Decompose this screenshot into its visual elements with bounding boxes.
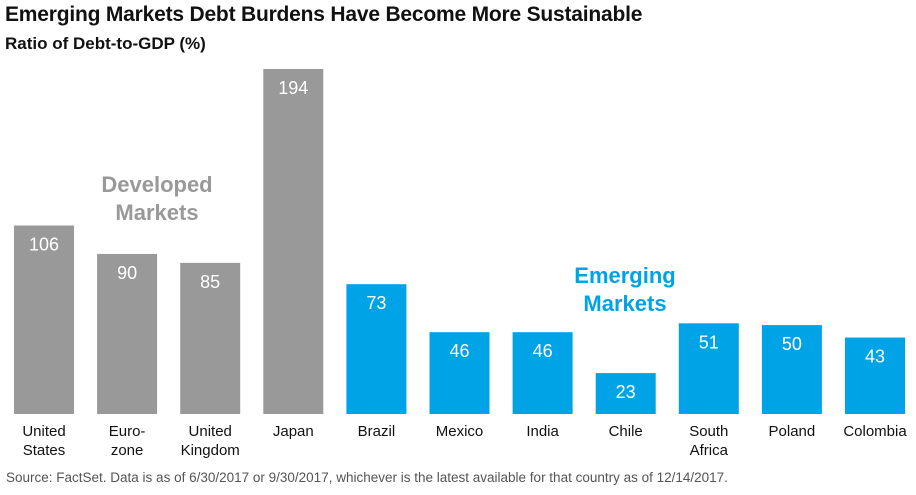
chart-title: Emerging Markets Debt Burdens Have Becom… <box>5 3 643 26</box>
group-annotation: Developed <box>101 172 212 197</box>
data-label: 85 <box>200 272 220 292</box>
category-label: Brazil <box>358 423 396 440</box>
category-label: Japan <box>273 423 314 440</box>
data-label: 23 <box>616 382 636 402</box>
bar-mexico <box>429 332 490 414</box>
category-label: United <box>22 423 65 440</box>
group-annotation: Emerging <box>574 263 675 288</box>
group-annotation: Markets <box>115 200 198 225</box>
data-label: 51 <box>699 332 719 352</box>
bar-united-kingdom <box>180 262 241 414</box>
bar-south-africa <box>678 323 739 414</box>
chart-subtitle: Ratio of Debt-to-GDP (%) <box>5 34 206 53</box>
source-note: Source: FactSet. Data is as of 6/30/2017… <box>6 470 728 485</box>
data-label: 90 <box>117 263 137 283</box>
bar-euro-zone <box>97 253 158 414</box>
group-annotation: Markets <box>583 291 666 316</box>
data-label: 46 <box>533 341 553 361</box>
data-label: 50 <box>782 334 802 354</box>
bar-poland <box>761 325 822 414</box>
category-label: Colombia <box>843 423 907 440</box>
category-label: India <box>526 423 559 440</box>
data-label: 73 <box>366 293 386 313</box>
bar-united-states <box>14 225 74 414</box>
bar-chile <box>595 373 656 414</box>
data-label: 106 <box>29 234 59 254</box>
data-label: 43 <box>865 347 885 367</box>
category-label: Poland <box>769 423 816 440</box>
bar-brazil <box>346 284 407 414</box>
category-label: Kingdom <box>181 442 240 459</box>
category-label: States <box>23 442 66 459</box>
category-label: Euro- <box>109 423 146 440</box>
data-label: 46 <box>449 341 469 361</box>
category-label: South <box>689 423 728 440</box>
bar-colombia <box>845 337 905 414</box>
category-label: Mexico <box>436 423 484 440</box>
category-label: Africa <box>690 442 729 459</box>
category-label: zone <box>111 442 144 459</box>
bar-japan <box>263 69 324 414</box>
category-label: Chile <box>609 423 643 440</box>
bar-india <box>512 332 573 414</box>
data-label: 194 <box>278 78 308 98</box>
category-label: United <box>189 423 232 440</box>
